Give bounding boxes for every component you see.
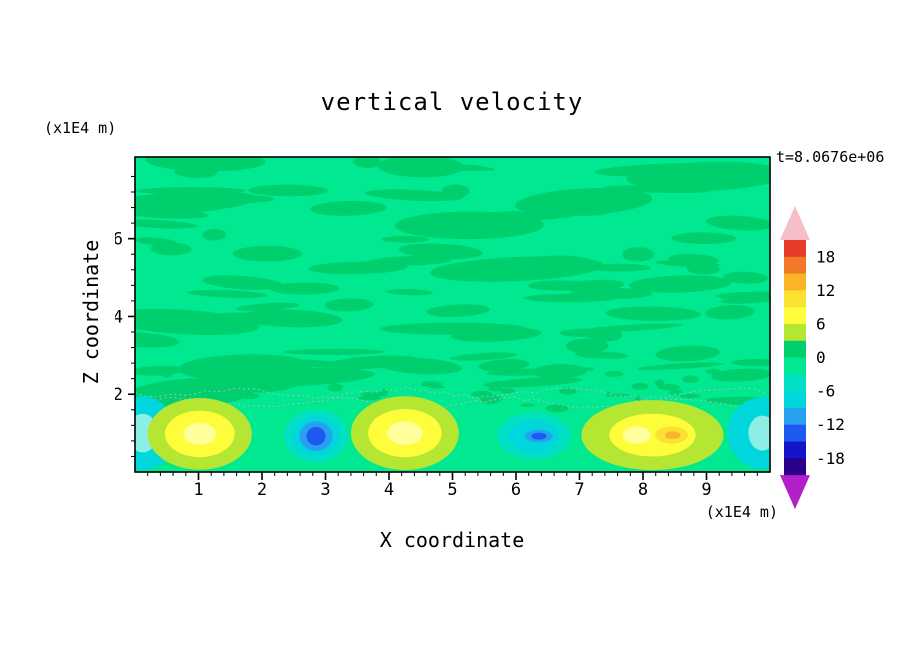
colorbar-tick-label: -12 (816, 415, 845, 434)
x-axis-unit-label: (x1E4 m) (705, 503, 778, 521)
colorbar-segment (784, 374, 806, 392)
x-axis-title: X coordinate (379, 528, 525, 552)
colorbar-segment (784, 256, 806, 275)
colorbar-segment (784, 357, 806, 375)
colorbar-tick-label: 0 (816, 348, 826, 367)
y-tick-label: 2 (115, 385, 123, 405)
colorbar-tick-label: 6 (816, 314, 826, 333)
x-tick-label: 9 (701, 480, 711, 500)
colorbar-bottom-arrow (780, 475, 810, 510)
contour-field (135, 157, 770, 472)
tick-labels: 1 2 3 4 5 6 7 8 9 2 4 6 (115, 230, 712, 500)
x-tick-label: 1 (193, 480, 203, 500)
y-axis-unit-label: (x1E4 m) (44, 119, 117, 137)
colorbar-segment (784, 391, 806, 409)
x-tick-label: 5 (447, 480, 457, 500)
x-tick-label: 7 (574, 480, 584, 500)
x-tick-label: 6 (511, 480, 521, 500)
y-tick-label: 6 (115, 230, 123, 250)
axis-ticks (128, 175, 758, 480)
colorbar-top-arrow (780, 206, 810, 240)
colorbar-segment (784, 240, 806, 258)
contour-plot: 1 2 3 4 5 6 7 8 9 2 4 6 (115, 156, 771, 500)
colorbar-tick-label: -18 (816, 449, 845, 468)
colorbar-tick-label: -6 (816, 382, 835, 401)
x-tick-label: 2 (257, 480, 267, 500)
x-tick-label: 4 (384, 480, 394, 500)
colorbar-segment (784, 340, 806, 359)
colorbar-segment (784, 307, 806, 325)
colorbar-segment (784, 407, 806, 426)
colorbar-labels: 18 12 6 0 -6 -12 -18 (816, 247, 845, 467)
y-tick-label: 4 (115, 307, 123, 327)
time-annotation: t=8.0676e+06 (776, 148, 885, 166)
chart-title: vertical velocity (320, 88, 584, 116)
colorbar: 18 12 6 0 -6 -12 -18 (780, 206, 845, 510)
x-tick-label: 8 (638, 480, 648, 500)
colorbar-tick-label: 12 (816, 281, 835, 300)
colorbar-segment (784, 424, 806, 442)
y-axis-title: Z coordinate (79, 239, 103, 385)
colorbar-segment (784, 290, 806, 308)
colorbar-segment (784, 458, 806, 476)
x-tick-label: 3 (320, 480, 330, 500)
colorbar-segment (784, 441, 806, 459)
colorbar-segment (784, 323, 806, 342)
colorbar-segment (784, 273, 806, 291)
colorbar-tick-label: 18 (816, 247, 835, 266)
